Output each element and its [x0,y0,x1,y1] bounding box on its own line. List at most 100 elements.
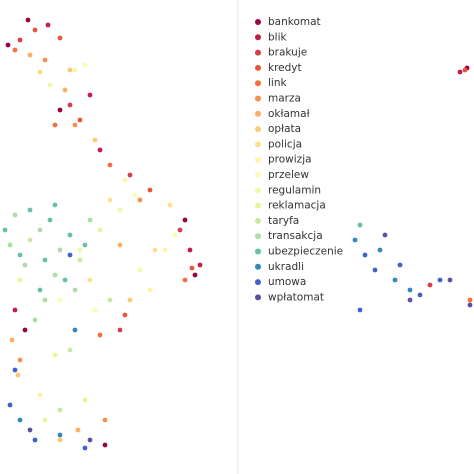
point [447,277,453,283]
legend-marker [255,294,261,301]
point [77,117,83,123]
legend-marker [255,141,261,148]
point [42,417,48,423]
point [189,265,195,271]
point [47,82,53,88]
point [57,297,63,303]
point [87,437,93,443]
point [457,69,463,75]
legend-label: bankomat [268,16,321,28]
point [17,37,23,43]
point [22,327,28,333]
point [92,307,98,313]
point [5,42,11,48]
legend-marker [255,172,261,178]
point [72,327,78,333]
legend-marker [255,202,261,209]
point [177,227,183,233]
point [42,297,48,303]
point [192,272,198,278]
point [82,445,88,451]
point [377,247,383,253]
point [147,187,153,193]
legend-marker [255,64,261,71]
point [122,312,128,318]
legend-label: policja [268,138,302,150]
legend-label: marza [268,93,301,105]
point [462,67,468,73]
point [362,252,368,258]
point [9,337,15,343]
legend-label: kredyt [268,62,302,74]
point [15,372,21,378]
point [7,402,13,408]
point [417,292,423,298]
point [117,327,123,333]
legend-label: przelew [268,169,309,181]
point [117,207,123,213]
legend-marker [255,80,261,87]
legend-label: blik [268,31,287,43]
legend-label: taryfa [268,215,299,227]
point [357,222,363,228]
point [132,192,138,198]
point [87,217,93,223]
point [62,277,68,283]
point [62,87,68,93]
point [407,287,413,293]
point [167,202,173,208]
point [82,62,88,68]
point [147,287,153,293]
legend-label: reklamacja [268,200,326,212]
point [75,427,81,433]
point [27,427,33,433]
legend-marker [255,156,261,163]
point [357,307,363,313]
legend-label: ukradli [268,261,304,273]
point [37,287,43,293]
point [372,267,378,273]
legend-label: regulamin [268,184,321,196]
point [27,237,33,243]
point [102,417,108,423]
legend-marker [255,126,261,133]
point [352,237,358,243]
point [7,242,13,248]
point [97,227,103,233]
point [57,407,63,413]
point [92,137,98,143]
point [32,27,38,33]
point [25,17,31,23]
point [52,122,58,128]
legend-marker [255,263,261,270]
point [137,267,143,273]
point [382,232,388,238]
point [72,122,78,128]
legend-label: ubezpieczenie [268,246,343,258]
point [27,52,33,58]
point [97,332,103,338]
point [162,247,168,253]
point [32,317,38,323]
point [102,442,108,448]
point [37,392,43,398]
point [27,207,33,213]
point [37,69,43,75]
legend-marker [255,110,261,117]
legend-label: transakcja [268,230,323,242]
point [12,307,18,313]
point [127,297,133,303]
point [37,227,43,233]
point [52,352,58,358]
point [2,227,8,233]
point [52,202,58,208]
legend-marker [255,279,261,286]
point [82,242,88,248]
point [107,197,113,203]
point [117,242,123,248]
point [82,397,88,403]
legend-box [248,8,342,304]
point [67,102,73,108]
point [47,217,53,223]
